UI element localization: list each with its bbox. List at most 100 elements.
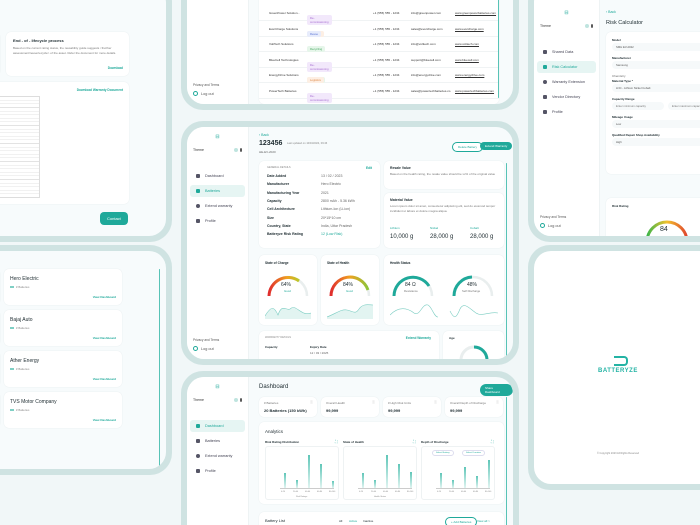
privacy-link[interactable]: Privacy and Terms <box>540 215 567 219</box>
add-batteries-button[interactable]: + Add Batteries <box>445 517 478 525</box>
theme-toggle[interactable]: Theme <box>187 148 248 152</box>
bar[interactable] <box>296 479 298 488</box>
download-link[interactable]: Download <box>107 66 123 70</box>
bar[interactable] <box>284 473 286 488</box>
bar[interactable] <box>320 464 322 488</box>
vendor-email[interactable]: support@bluecell.com <box>411 57 441 62</box>
sidebar-item-warranty-extension[interactable]: Warranty Extension <box>537 76 596 88</box>
filter-all[interactable]: All <box>339 519 343 523</box>
bar[interactable] <box>308 455 310 488</box>
moon-icon[interactable] <box>240 148 242 152</box>
bar[interactable] <box>452 480 454 488</box>
vendor-website[interactable]: www.powertechbatteries.com <box>455 88 495 93</box>
vendor-email[interactable]: info@energydrive.com <box>411 73 442 77</box>
material-type-select[interactable]: LNC - Lithium Nickel Cobalt <box>612 84 700 92</box>
sidebar-item-profile[interactable]: Profile <box>190 215 245 227</box>
filter-inactive[interactable]: Inactive <box>363 519 374 523</box>
vendor-website[interactable]: www.evercharge.com <box>455 26 484 31</box>
table-row[interactable]: EverCharge SolutionsLogisticsReuse+1 (55… <box>259 22 499 37</box>
download-warranty-link[interactable]: Download Warranty Document <box>76 88 123 92</box>
share-dashboard-button[interactable]: Share Dashboard <box>480 384 513 396</box>
filter-active[interactable]: Active <box>349 519 358 523</box>
table-row[interactable]: BlueCell TechnologiesReuseDe-commissioni… <box>259 53 499 72</box>
view-dashboard-link[interactable]: View Dashboard <box>92 336 116 340</box>
company-card[interactable]: Hero Electric # Batteries View Dashboard <box>4 269 122 305</box>
company-card[interactable]: Bajaj Auto # Batteries View Dashboard <box>4 310 122 346</box>
bar[interactable] <box>374 479 376 488</box>
vendor-email[interactable]: info@greenpower.com <box>411 11 442 15</box>
view-dashboard-link[interactable]: View Dashboard <box>92 377 116 381</box>
info-icon[interactable]: ⓘ <box>371 400 375 404</box>
bar[interactable] <box>440 472 442 488</box>
vendor-email[interactable]: info@volttech.com <box>411 42 436 46</box>
delete-battery-button[interactable]: Delete Battery <box>452 142 484 152</box>
sidebar-item-profile[interactable]: Profile <box>190 465 245 477</box>
vendor-website[interactable]: www.bluecell.com <box>455 57 479 62</box>
bar[interactable] <box>464 467 466 488</box>
contact-button[interactable]: Contact <box>100 212 128 225</box>
scrollbar[interactable] <box>497 0 499 98</box>
table-row[interactable]: PowerTech Batteries De-commissioning +1 (5… <box>259 84 499 103</box>
expand-icon[interactable]: ⛶ <box>491 439 494 444</box>
capacity-min-input[interactable]: Enter minimum capacity <box>612 102 664 110</box>
sidebar-item-risk-calculator[interactable]: Risk Calculator <box>537 61 596 73</box>
edit-link[interactable]: Edit <box>365 166 372 170</box>
sidebar-item-batteries[interactable]: Batteries <box>190 435 245 447</box>
select-battery-dropdown[interactable]: Select Battery <box>432 450 454 456</box>
mileage-select[interactable]: Low <box>612 120 700 128</box>
privacy-link[interactable]: Privacy and Terms <box>193 338 220 342</box>
sidebar-item-extend-warranty[interactable]: Extend warranty <box>190 450 245 462</box>
bar[interactable] <box>476 475 478 488</box>
bar[interactable] <box>386 454 388 488</box>
logout-button[interactable]: Log out <box>540 223 566 228</box>
vendor-email[interactable]: sales@powertechbatteries.co <box>411 88 451 93</box>
info-icon[interactable]: ⓘ <box>433 400 437 404</box>
sun-icon[interactable] <box>234 398 238 402</box>
scrollbar[interactable] <box>158 269 160 469</box>
sidebar-item-shared-data[interactable]: Shared Data <box>537 46 596 58</box>
sun-icon[interactable] <box>234 148 238 152</box>
select-duration-dropdown[interactable]: Select Duration <box>462 450 485 456</box>
info-icon[interactable]: ⓘ <box>309 400 313 404</box>
repair-select[interactable]: High <box>612 138 700 146</box>
privacy-link[interactable]: Privacy and Terms <box>193 83 220 87</box>
view-dashboard-link[interactable]: View Dashboard <box>92 418 116 422</box>
scrollbar[interactable] <box>505 397 507 525</box>
extend-warranty-link[interactable]: Extend Warranty <box>405 336 431 340</box>
bar[interactable] <box>398 463 400 488</box>
scrollbar[interactable] <box>505 163 507 359</box>
expand-icon[interactable]: ⛶ <box>413 439 416 444</box>
extend-warranty-button[interactable]: Extend Warranty <box>480 142 513 150</box>
back-link[interactable]: ‹ Back <box>606 10 616 14</box>
vendor-website[interactable]: www.volttech.com <box>455 42 480 46</box>
logout-button[interactable]: Log out <box>193 91 219 96</box>
sidebar-item-profile[interactable]: Profile <box>537 106 596 118</box>
vendor-email[interactable]: sales@evercharge.com <box>411 26 443 31</box>
sidebar-item-dashboard[interactable]: Dashboard <box>190 170 245 182</box>
vendor-website[interactable]: www.energydrive.com <box>455 73 485 77</box>
bar[interactable] <box>362 472 364 488</box>
sidebar-item-dashboard[interactable]: Dashboard <box>190 420 245 432</box>
table-row[interactable]: EnergyDrive SolutionsRecyclingLogistics+… <box>259 68 499 83</box>
manufacturer-input[interactable]: Samsung <box>612 61 700 69</box>
sidebar-item-vendor-directory[interactable]: Vendor Directory <box>537 91 596 103</box>
theme-toggle[interactable]: Theme <box>187 398 248 402</box>
bar[interactable] <box>332 480 334 488</box>
model-input[interactable]: SMH EV-2022 <box>612 43 700 51</box>
moon-icon[interactable] <box>591 24 593 28</box>
company-card[interactable]: Ather Energy # Batteries View Dashboard <box>4 351 122 387</box>
expand-icon[interactable]: ⛶ <box>335 439 338 444</box>
view-dashboard-link[interactable]: View Dashboard <box>92 295 116 299</box>
theme-toggle[interactable]: Theme <box>534 24 599 28</box>
info-icon[interactable]: ⓘ <box>495 400 499 404</box>
logout-button[interactable]: Log out <box>193 346 219 351</box>
sidebar-item-batteries[interactable]: Batteries <box>190 185 245 197</box>
sidebar-item-extend-warranty[interactable]: Extend warranty <box>190 200 245 212</box>
view-all-link[interactable]: View all > <box>477 519 490 523</box>
table-row[interactable]: VoltTech Solutions Recycling +1 (555) 555 … <box>259 37 499 52</box>
moon-icon[interactable] <box>240 398 242 402</box>
sun-icon[interactable] <box>585 24 589 28</box>
back-link[interactable]: ‹ Back <box>259 133 269 137</box>
company-card[interactable]: TVS Motor Company # Batteries View Dashboa… <box>4 392 122 428</box>
capacity-max-input[interactable]: Enter maximum capacity <box>668 102 700 110</box>
